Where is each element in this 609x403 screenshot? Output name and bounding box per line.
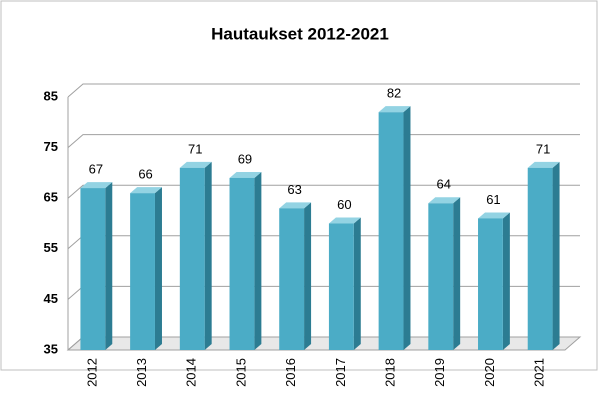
- bar-side: [353, 217, 361, 350]
- value-label: 60: [337, 197, 351, 212]
- x-tick-label: 2019: [432, 358, 447, 387]
- bar: [428, 203, 454, 350]
- bar-top: [328, 217, 361, 224]
- grid-line: [67, 83, 580, 98]
- x-tick-label: 2015: [233, 358, 248, 387]
- bar-top: [428, 197, 461, 204]
- bar-side: [154, 187, 162, 350]
- bar: [179, 167, 205, 350]
- value-label: 71: [188, 141, 202, 156]
- bar-side: [204, 161, 212, 350]
- bar: [80, 188, 106, 350]
- bar: [527, 167, 553, 350]
- bar-top: [378, 106, 411, 113]
- y-tick-label: 35: [44, 341, 58, 356]
- plot: 35 45 55 65 75 85 2012 67 2013 66 2014 71 2015 69 2016…: [44, 83, 582, 387]
- bar-top: [229, 171, 262, 178]
- value-label: 67: [89, 162, 103, 177]
- y-tick-label: 75: [44, 139, 58, 154]
- bar-side: [105, 182, 113, 350]
- bar-side: [304, 202, 312, 350]
- x-tick-label: 2014: [184, 358, 199, 387]
- value-label: 63: [287, 182, 301, 197]
- bar-side: [403, 106, 411, 351]
- y-tick-label: 45: [44, 291, 58, 306]
- grid-line: [67, 134, 580, 148]
- x-tick-label: 2017: [333, 358, 348, 387]
- chart-title: Hautaukset 2012-2021: [211, 24, 389, 43]
- value-label: 71: [536, 141, 550, 156]
- y-tick-label: 55: [44, 240, 58, 255]
- value-label: 82: [387, 86, 401, 101]
- bar: [378, 112, 404, 351]
- bar: [328, 223, 354, 350]
- x-tick-label: 2018: [382, 358, 397, 387]
- bar-top: [80, 182, 113, 189]
- bar-side: [453, 197, 461, 350]
- bar: [130, 193, 155, 350]
- value-label: 66: [138, 167, 152, 182]
- bar-top: [527, 161, 560, 168]
- bar-top: [130, 187, 162, 194]
- y-tick-label: 65: [44, 190, 58, 205]
- bar-side: [552, 161, 560, 350]
- value-label: 64: [437, 177, 451, 192]
- grid-line: [67, 184, 580, 199]
- bar: [279, 208, 305, 350]
- x-tick-label: 2016: [283, 358, 298, 387]
- value-label: 69: [238, 151, 252, 166]
- y-tick-label: 85: [44, 88, 58, 103]
- bar: [229, 177, 255, 350]
- bar-top: [279, 202, 312, 209]
- bar-side: [502, 212, 510, 350]
- bar-side: [254, 171, 262, 350]
- bar-top: [478, 212, 510, 219]
- bar-top: [179, 161, 212, 168]
- x-tick-label: 2021: [532, 358, 547, 387]
- x-tick-label: 2020: [482, 358, 497, 387]
- value-label: 61: [486, 192, 500, 207]
- bar: [478, 218, 503, 350]
- x-tick-label: 2013: [134, 358, 149, 387]
- x-tick-label: 2012: [84, 358, 99, 387]
